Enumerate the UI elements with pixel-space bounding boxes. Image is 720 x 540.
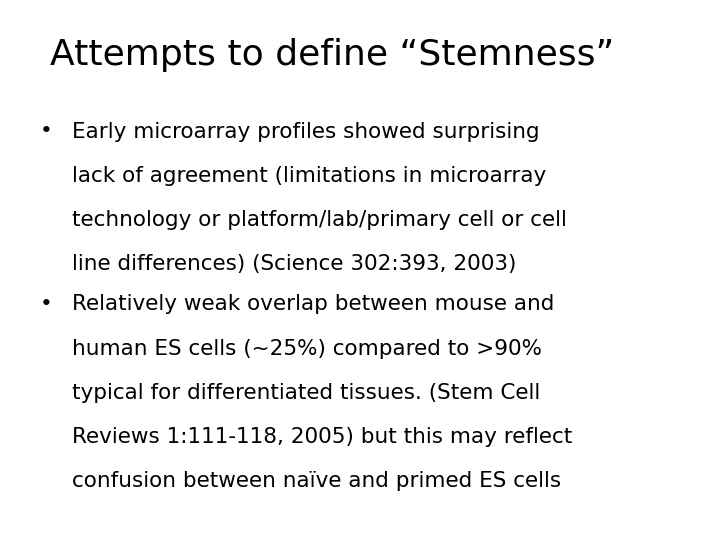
Text: Relatively weak overlap between mouse and: Relatively weak overlap between mouse an… [72, 294, 554, 314]
Text: Reviews 1:111-118, 2005) but this may reflect: Reviews 1:111-118, 2005) but this may re… [72, 427, 572, 447]
Text: Early microarray profiles showed surprising: Early microarray profiles showed surpris… [72, 122, 539, 141]
Text: human ES cells (~25%) compared to >90%: human ES cells (~25%) compared to >90% [72, 339, 542, 359]
Text: Attempts to define “Stemness”: Attempts to define “Stemness” [50, 38, 615, 72]
Text: typical for differentiated tissues. (Stem Cell: typical for differentiated tissues. (Ste… [72, 383, 540, 403]
Text: line differences) (Science 302:393, 2003): line differences) (Science 302:393, 2003… [72, 254, 516, 274]
Text: technology or platform/lab/primary cell or cell: technology or platform/lab/primary cell … [72, 210, 567, 230]
Text: •: • [40, 122, 53, 141]
Text: lack of agreement (limitations in microarray: lack of agreement (limitations in microa… [72, 166, 546, 186]
Text: •: • [40, 294, 53, 314]
Text: confusion between naïve and primed ES cells: confusion between naïve and primed ES ce… [72, 471, 561, 491]
